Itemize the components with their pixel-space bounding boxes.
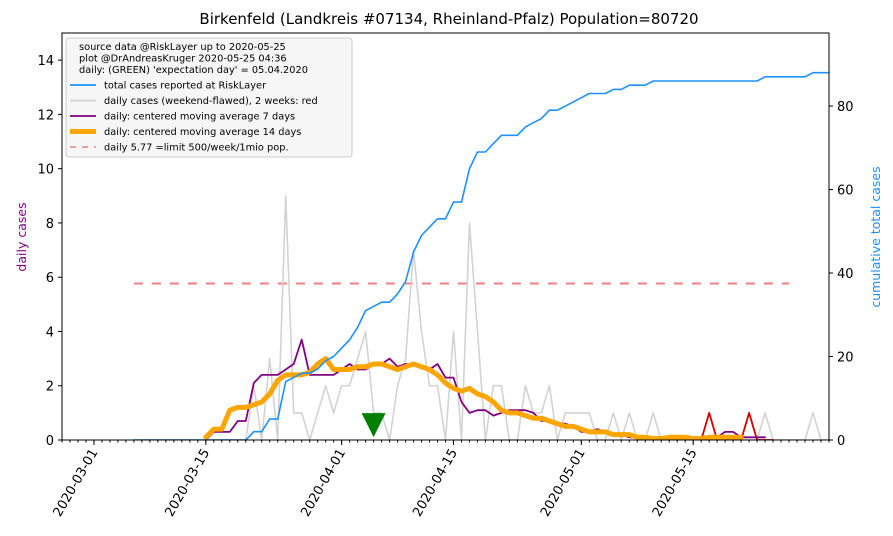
y-right-tick-label: 60 [837, 184, 854, 199]
legend-box [65, 37, 353, 158]
legend-entry-label: daily cases (weekend-flawed), 2 weeks: r… [104, 96, 318, 107]
legend-header-line: daily: (GREEN) 'expectation day' = 05.04… [79, 65, 308, 76]
y-axis-right-label: cumulative total cases [868, 166, 883, 307]
daily-cases-last-2-weeks-line [660, 411, 774, 440]
y-right-tick-label: 20 [837, 351, 854, 366]
y-right-tick-label: 40 [837, 267, 854, 282]
legend-entry-label: daily 5.77 =limit 500/week/1mio pop. [104, 143, 289, 154]
data-layer [133, 71, 829, 440]
y-left-tick-label: 10 [37, 163, 54, 178]
y-left-tick-label: 14 [37, 54, 54, 69]
y-left-tick-label: 4 [46, 325, 54, 340]
y-left-tick-label: 12 [37, 108, 54, 123]
y-left-tick-label: 0 [46, 434, 54, 449]
legend: source data @RiskLayer up to 2020-05-25p… [65, 37, 353, 158]
y-left-tick-label: 8 [46, 217, 54, 232]
legend-entry-label: daily: centered moving average 14 days [104, 127, 301, 138]
y-right-tick-label: 0 [837, 434, 845, 449]
legend-header-line: source data @RiskLayer up to 2020-05-25 [79, 42, 286, 53]
y-axis-left-label: daily cases [14, 202, 29, 271]
y-right-tick-label: 80 [837, 100, 854, 115]
expectation-day-marker [361, 413, 386, 438]
y-left-tick-label: 6 [46, 271, 54, 286]
legend-entry-label: total cases reported at RiskLayer [104, 81, 267, 92]
y-left-tick-label: 2 [46, 380, 54, 395]
legend-entry-label: daily: centered moving average 7 days [104, 112, 295, 123]
legend-header-line: plot @DrAndreasKruger 2020-05-25 04:36 [79, 54, 287, 65]
total-cases-line [133, 71, 829, 440]
chart-title: Birkenfeld (Landkreis #07134, Rheinland-… [199, 10, 698, 28]
moving-average-14-line [203, 356, 744, 440]
